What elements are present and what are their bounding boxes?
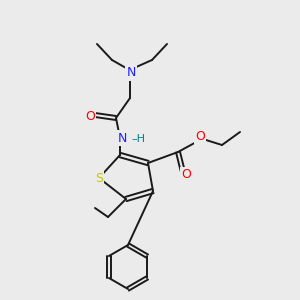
Text: N: N — [126, 67, 136, 80]
Text: –H: –H — [131, 134, 145, 144]
Text: S: S — [95, 172, 103, 184]
Text: O: O — [181, 169, 191, 182]
Text: O: O — [195, 130, 205, 143]
Text: N: N — [117, 131, 127, 145]
Text: O: O — [85, 110, 95, 122]
